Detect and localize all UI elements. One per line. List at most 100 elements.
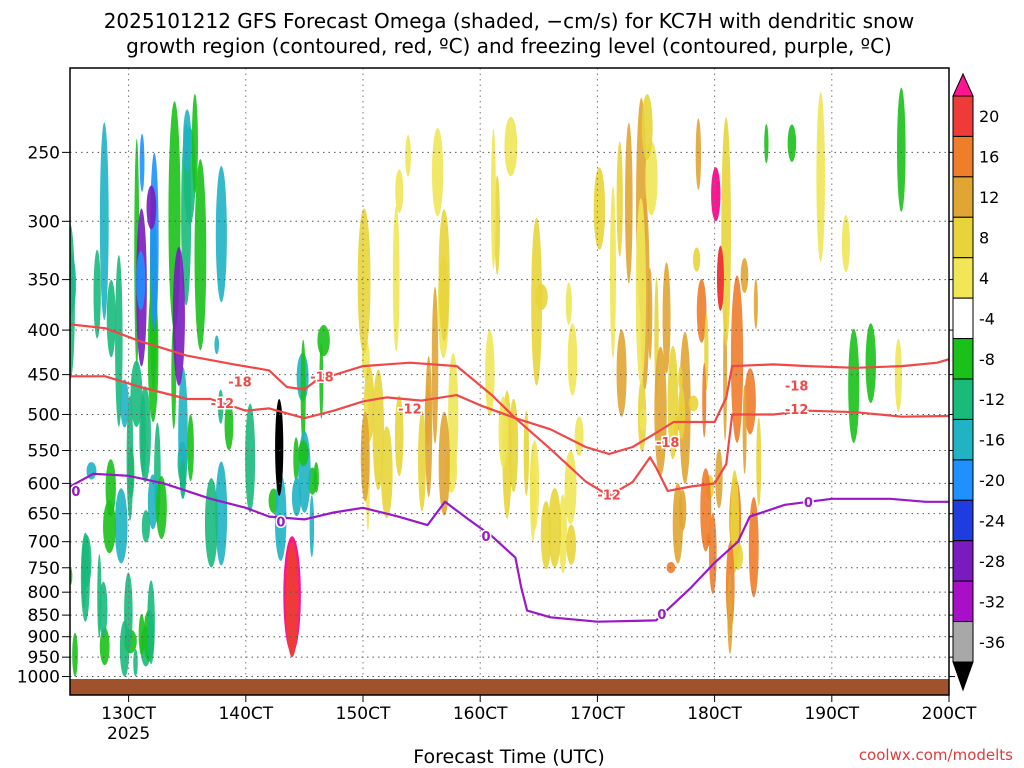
x-tick-label: 190CT xyxy=(804,704,859,724)
shade-blob xyxy=(136,251,146,310)
shade-blob xyxy=(313,462,319,493)
contour-label: -18 xyxy=(785,379,809,394)
shade-blob xyxy=(150,152,159,331)
shade-blob xyxy=(293,437,299,482)
shade-blob xyxy=(130,360,143,427)
x-tick-label: 140CT xyxy=(218,704,273,724)
gridlines xyxy=(70,68,950,695)
colorbar-label: -12 xyxy=(979,390,1005,409)
shade-blob xyxy=(93,249,101,339)
shade-blob xyxy=(593,167,606,250)
y-tick-label: 450 xyxy=(28,366,60,386)
colorbar-label: -20 xyxy=(979,471,1005,490)
x-tick-label: 150CT xyxy=(336,704,391,724)
contour-label: -12 xyxy=(398,402,422,417)
shade-blob xyxy=(72,632,78,677)
colorbar-label: -8 xyxy=(979,350,995,369)
shade-blob xyxy=(742,384,747,475)
colorbar-arrow-top xyxy=(952,72,974,97)
colorbar-label: -32 xyxy=(979,592,1005,611)
colorbar-segment xyxy=(952,338,974,380)
shade-blob xyxy=(298,440,309,467)
colorbar-label: 4 xyxy=(979,269,989,288)
x-tick-label: 200CT xyxy=(922,704,977,724)
shade-blob xyxy=(688,395,699,412)
shade-blob xyxy=(187,414,194,481)
colorbar: 20 16 12 8 4 -4 -8 -12 -16 -20 -24 -28 -32 -36 xyxy=(952,72,1005,692)
y-tick-label: 500 xyxy=(28,405,60,425)
shade-blob xyxy=(565,282,572,325)
y-tick-label: 550 xyxy=(28,442,60,462)
shade-blob xyxy=(99,627,110,666)
shade-blob xyxy=(894,338,902,412)
shade-blob xyxy=(418,410,426,512)
shade-blob xyxy=(179,459,186,499)
y-tick-label: 700 xyxy=(28,533,60,553)
shade-blob xyxy=(678,366,683,390)
y-tick-label: 650 xyxy=(28,505,60,525)
contour-label: -12 xyxy=(211,397,235,412)
shade-blob xyxy=(696,278,707,343)
shade-blob xyxy=(748,497,759,598)
shade-blob xyxy=(744,368,756,435)
shade-blob xyxy=(438,411,450,516)
colorbar-label: -36 xyxy=(979,633,1005,652)
shade-blob xyxy=(535,284,548,310)
credit-text[interactable]: coolwx.com/modelts xyxy=(859,746,1013,764)
y-axis: 2503003504004505005506006507007508008509… xyxy=(17,143,955,688)
ground-layer xyxy=(70,679,949,695)
y-tick-label: 350 xyxy=(28,271,60,291)
x-tick-sublabel: 2025 xyxy=(107,724,150,744)
shade-blob xyxy=(214,335,220,355)
shaded-region xyxy=(285,541,299,658)
contour-label: 0 xyxy=(657,608,666,623)
shade-blob xyxy=(309,495,315,558)
shade-blob xyxy=(405,134,411,177)
shade-blob xyxy=(764,124,769,164)
plot-frame xyxy=(69,67,950,696)
shade-blob xyxy=(504,116,518,177)
shade-blob xyxy=(677,386,686,440)
y-tick-label: 250 xyxy=(28,143,60,163)
colorbar-segment xyxy=(952,621,974,663)
shade-blob xyxy=(245,403,256,513)
y-tick-label: 750 xyxy=(28,559,60,579)
colorbar-segment xyxy=(952,499,974,542)
colorbar-segment xyxy=(952,418,974,461)
shaded-region xyxy=(711,167,721,222)
shade-blob xyxy=(138,613,145,656)
shade-blob xyxy=(139,133,145,192)
shade-blob xyxy=(756,417,762,507)
shade-blob xyxy=(183,109,192,172)
shade-blob xyxy=(80,532,90,622)
shade-blob xyxy=(702,362,707,438)
shade-blob xyxy=(616,329,627,417)
shade-blob xyxy=(147,580,155,665)
shade-blob xyxy=(865,323,876,404)
shade-blob xyxy=(700,468,712,552)
shade-blob xyxy=(217,389,224,424)
contour-label: -18 xyxy=(656,436,680,451)
shade-blob xyxy=(106,279,116,358)
contour-label: 0 xyxy=(71,485,80,500)
x-tick-label: 130CT xyxy=(101,704,156,724)
shade-blob xyxy=(730,275,744,443)
chart-title-line1: 2025101212 GFS Forecast Omega (shaded, −… xyxy=(104,9,915,33)
shade-blob xyxy=(431,128,444,217)
y-tick-label: 600 xyxy=(28,474,60,494)
colorbar-segment xyxy=(952,216,974,259)
shade-blob xyxy=(178,366,188,499)
shade-blob xyxy=(566,524,577,565)
contour-label: -18 xyxy=(310,370,334,385)
shaded-region xyxy=(716,245,724,311)
y-tick-label: 900 xyxy=(28,628,60,648)
shade-blob xyxy=(115,254,123,427)
shade-blob xyxy=(693,247,701,272)
y-tick-label: 1000 xyxy=(17,668,60,688)
shade-blob xyxy=(360,411,370,502)
shade-blob xyxy=(816,92,825,262)
colorbar-label: 20 xyxy=(979,107,999,126)
shade-blob xyxy=(319,343,324,419)
shade-blob xyxy=(485,329,495,417)
